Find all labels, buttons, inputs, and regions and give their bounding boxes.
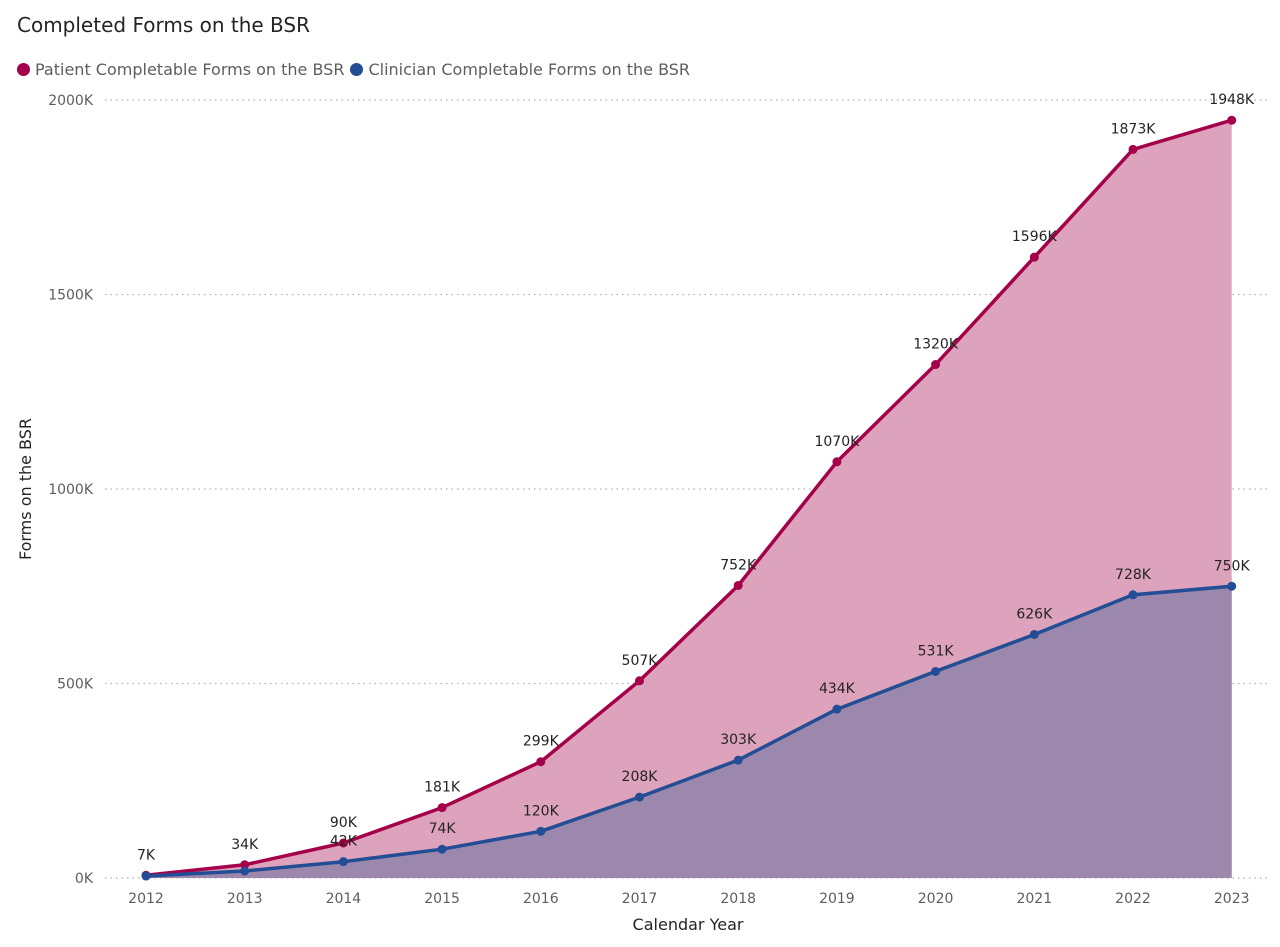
data-label: 208K <box>622 769 659 785</box>
data-point <box>338 857 348 867</box>
axis-layer: 0K 500K 1000K 1500K 2000K 2012 2013 2014 2015 201… <box>48 93 1249 907</box>
x-tick-label: 2021 <box>1016 891 1052 907</box>
data-label: 181K <box>424 780 461 796</box>
data-label: 531K <box>918 643 955 659</box>
data-point <box>1128 144 1138 154</box>
data-point <box>931 360 941 370</box>
data-point <box>832 457 842 467</box>
y-tick-label: 2000K <box>48 93 94 109</box>
data-label: 507K <box>622 653 659 669</box>
data-point <box>1227 581 1237 591</box>
data-point <box>536 757 546 767</box>
legend-marker-clinician-icon <box>350 62 364 76</box>
legend-label-patient: Patient Completable Forms on the BSR <box>35 59 345 79</box>
legend-item-clinician[interactable]: Clinician Completable Forms on the BSR <box>350 60 690 79</box>
data-label: 90K <box>330 815 358 831</box>
x-tick-label: 2022 <box>1115 891 1151 907</box>
data-label: 303K <box>720 732 757 748</box>
legend: Patient Completable Forms on the BSR Cli… <box>17 58 696 80</box>
data-point <box>733 755 743 765</box>
data-label: 1596K <box>1012 229 1058 245</box>
x-tick-label: 2016 <box>523 891 559 907</box>
data-point <box>240 860 250 870</box>
data-label: 728K <box>1115 567 1152 583</box>
data-label-layer: 7K 34K 90K 181K 299K 507K 752K 1070K 1320K 1596K 1… <box>137 92 1255 863</box>
y-axis-title: Forms on the BSR <box>16 418 35 560</box>
data-label: 1320K <box>913 337 959 353</box>
x-tick-label: 2013 <box>227 891 263 907</box>
legend-label-clinician: Clinician Completable Forms on the BSR <box>368 59 691 79</box>
point-layer <box>141 115 1237 881</box>
data-point <box>931 666 941 676</box>
data-label: 34K <box>231 837 259 853</box>
series-line-1 <box>144 584 1234 878</box>
data-point <box>437 844 447 854</box>
data-label: 434K <box>819 681 856 697</box>
x-tick-label: 2023 <box>1214 891 1250 907</box>
x-tick-label: 2018 <box>720 891 756 907</box>
data-point <box>1128 590 1138 600</box>
data-label: 7K <box>137 847 156 863</box>
x-tick-label: 2015 <box>424 891 460 907</box>
legend-marker-patient-icon <box>17 62 30 76</box>
series-area-1 <box>146 586 1232 878</box>
data-label: 74K <box>429 821 457 837</box>
data-label: 42K <box>330 834 358 850</box>
data-point <box>1029 252 1039 262</box>
data-point <box>437 803 447 813</box>
x-tick-label: 2020 <box>918 891 954 907</box>
y-tick-label: 1000K <box>48 482 94 498</box>
data-point <box>240 866 250 876</box>
line-layer <box>144 118 1234 878</box>
data-label: 752K <box>720 557 757 573</box>
x-tick-label: 2017 <box>622 891 658 907</box>
data-point <box>635 676 644 686</box>
area-layer <box>146 120 1232 878</box>
data-point <box>733 580 743 590</box>
y-tick-label: 0K <box>75 871 94 887</box>
x-tick-label: 2012 <box>128 891 164 907</box>
data-point <box>338 838 348 848</box>
chart-title: Completed Forms on the BSR <box>17 13 311 37</box>
legend-item-patient[interactable]: Patient Completable Forms on the BSR <box>17 60 344 79</box>
data-label: 1948K <box>1209 92 1255 108</box>
y-tick-label: 500K <box>57 677 94 693</box>
series-line-0 <box>144 118 1234 878</box>
data-label: 626K <box>1016 606 1053 622</box>
data-point <box>635 792 644 802</box>
x-axis-title: Calendar Year <box>633 915 744 934</box>
data-label: 1070K <box>814 434 860 450</box>
data-label: 750K <box>1214 558 1251 574</box>
data-point <box>832 704 842 714</box>
y-tick-label: 1500K <box>48 288 94 304</box>
data-label: 1873K <box>1111 121 1157 137</box>
data-label: 120K <box>523 803 560 819</box>
x-tick-label: 2014 <box>326 891 362 907</box>
data-point <box>1227 115 1237 125</box>
data-point <box>141 871 151 881</box>
data-point <box>1029 629 1039 639</box>
data-label: 299K <box>523 734 560 750</box>
data-point <box>536 826 546 836</box>
x-tick-label: 2019 <box>819 891 855 907</box>
